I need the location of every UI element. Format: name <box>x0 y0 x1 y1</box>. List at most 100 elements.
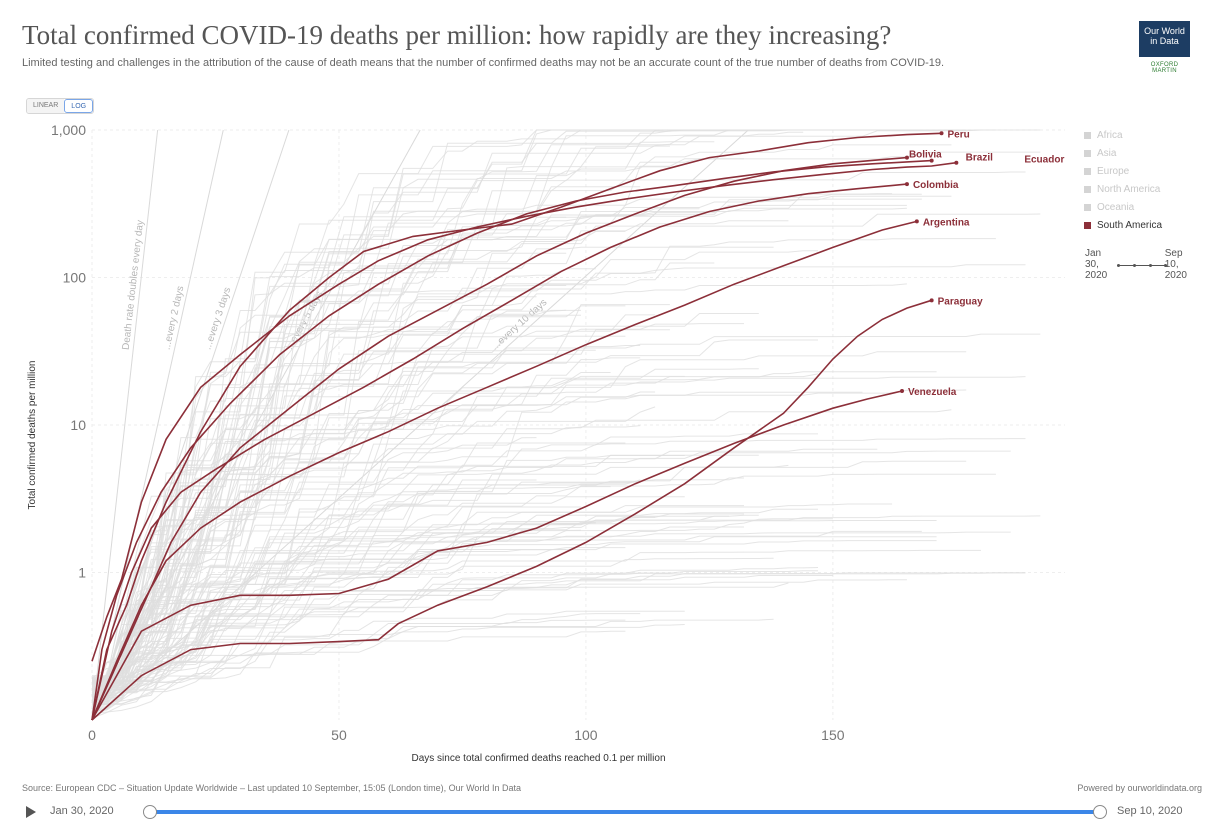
x-tick-label: 100 <box>574 727 598 743</box>
background-country-line <box>92 505 744 695</box>
background-country-line <box>91 262 715 685</box>
background-country-line <box>91 339 818 694</box>
series-label-brazil: Brazil <box>966 153 993 164</box>
legend-item-south-america[interactable]: South America <box>1084 216 1162 234</box>
background-country-line <box>92 540 937 705</box>
timeline-track[interactable] <box>143 805 1107 819</box>
background-country-line <box>91 460 967 707</box>
background-country-line <box>91 305 626 718</box>
powered-by-link[interactable]: Powered by ourworldindata.org <box>1077 783 1202 793</box>
legend-item-asia[interactable]: Asia <box>1084 144 1162 162</box>
y-tick-label: 1 <box>78 565 86 581</box>
scale-toggle: LINEAR LOG <box>26 98 95 114</box>
series-labels: Peru Bolivia Brazil Ecuador Colombia Argentin… <box>908 129 1064 398</box>
background-country-line <box>92 579 907 705</box>
x-tick-label: 150 <box>821 727 845 743</box>
x-axis-title: Days since total confirmed deaths reache… <box>411 753 665 764</box>
mini-range-track[interactable] <box>1117 264 1167 267</box>
background-country-line <box>92 433 818 703</box>
legend-label: Africa <box>1097 129 1123 141</box>
series-end-point <box>904 155 909 160</box>
series-end-point <box>929 298 934 303</box>
play-icon[interactable] <box>26 806 36 818</box>
timeline-end-handle[interactable] <box>1093 805 1107 819</box>
series-line-argentina <box>91 220 917 721</box>
reference-line-label: ...every 2 days <box>162 285 187 351</box>
background-country-line <box>92 567 819 688</box>
background-country-line <box>91 486 611 717</box>
legend-item-oceania[interactable]: Oceania <box>1084 198 1162 216</box>
background-country-line <box>91 230 626 713</box>
series-end-point <box>904 182 909 187</box>
background-country-line <box>92 619 626 692</box>
y-tick-label: 100 <box>63 270 87 286</box>
mini-date-range: Jan 30, 2020 Sep 10, 2020 <box>1085 248 1195 288</box>
timeline-start-label: Jan 30, 2020 <box>50 805 114 817</box>
y-axis-title: Total confirmed deaths per million <box>27 361 38 510</box>
legend-swatch <box>1084 221 1091 229</box>
background-country-line <box>92 572 670 705</box>
legend-label: Asia <box>1097 147 1117 159</box>
mini-end-year: 2020 <box>1164 270 1187 281</box>
background-country-line <box>92 314 656 683</box>
linear-scale-button[interactable]: LINEAR <box>27 99 65 113</box>
chart-subtitle: Limited testing and challenges in the at… <box>22 57 945 69</box>
owid-logo[interactable]: Our World in Data <box>1139 21 1190 57</box>
background-country-line <box>92 450 1011 682</box>
background-country-line <box>92 250 818 693</box>
series-end-point <box>914 219 919 224</box>
x-tick-label: 0 <box>88 727 96 743</box>
mini-end-day: 10, <box>1164 259 1179 270</box>
highlighted-series <box>91 131 959 721</box>
series-end-point <box>900 389 905 394</box>
background-country-line <box>91 323 744 717</box>
legend-label: North America <box>1097 183 1161 195</box>
mini-start-month: Jan <box>1085 248 1102 259</box>
background-country-line <box>92 508 818 689</box>
background-country-line <box>92 613 641 694</box>
legend-item-north-america[interactable]: North America <box>1084 180 1162 198</box>
series-line-venezuela <box>91 390 903 721</box>
background-country-line <box>92 454 759 692</box>
background-country-line <box>91 283 907 714</box>
series-label-argentina: Argentina <box>923 217 970 228</box>
timeline-start-handle[interactable] <box>143 805 157 819</box>
background-country-line <box>91 246 774 714</box>
background-country-line <box>92 477 744 682</box>
background-country-line <box>91 129 996 704</box>
background-country-line <box>91 351 967 720</box>
background-country-line <box>91 129 1041 699</box>
series-end-point <box>929 158 934 163</box>
background-country-line <box>91 252 567 698</box>
log-scale-button[interactable]: LOG <box>64 99 94 113</box>
mini-start-year: 2020 <box>1085 270 1108 281</box>
background-country-line <box>92 572 1026 681</box>
series-label-peru: Peru <box>948 129 970 140</box>
mini-end-month: Sep <box>1164 248 1183 259</box>
chart-title: Total confirmed COVID-19 deaths per mill… <box>22 20 892 50</box>
logo-line-2: in Data <box>1150 36 1179 46</box>
legend-swatch <box>1084 167 1091 175</box>
background-country-line <box>92 557 774 687</box>
background-country-line <box>91 309 581 696</box>
background-country-line <box>92 516 656 683</box>
legend: Africa Asia Europe North America Oceania… <box>1084 126 1162 234</box>
series-label-colombia: Colombia <box>913 180 959 191</box>
background-country-line <box>92 549 567 691</box>
legend-item-africa[interactable]: Africa <box>1084 126 1162 144</box>
reference-line-label: Death rate doubles every day <box>121 219 146 350</box>
legend-label: South America <box>1097 219 1163 231</box>
legend-item-europe[interactable]: Europe <box>1084 162 1162 180</box>
mini-range-start: Jan 30, 2020 <box>1085 248 1107 281</box>
source-note: Source: European CDC – Situation Update … <box>22 783 521 793</box>
series-line-brazil <box>91 159 932 721</box>
background-country-line <box>91 345 641 720</box>
background-country-line <box>92 129 774 678</box>
series-label-ecuador: Ecuador <box>1024 155 1064 166</box>
background-country-line <box>92 575 833 677</box>
series-end-point <box>939 131 944 136</box>
background-country-line <box>92 479 641 699</box>
background-country-line <box>92 171 1026 681</box>
y-tick-label: 1,000 <box>51 122 86 138</box>
